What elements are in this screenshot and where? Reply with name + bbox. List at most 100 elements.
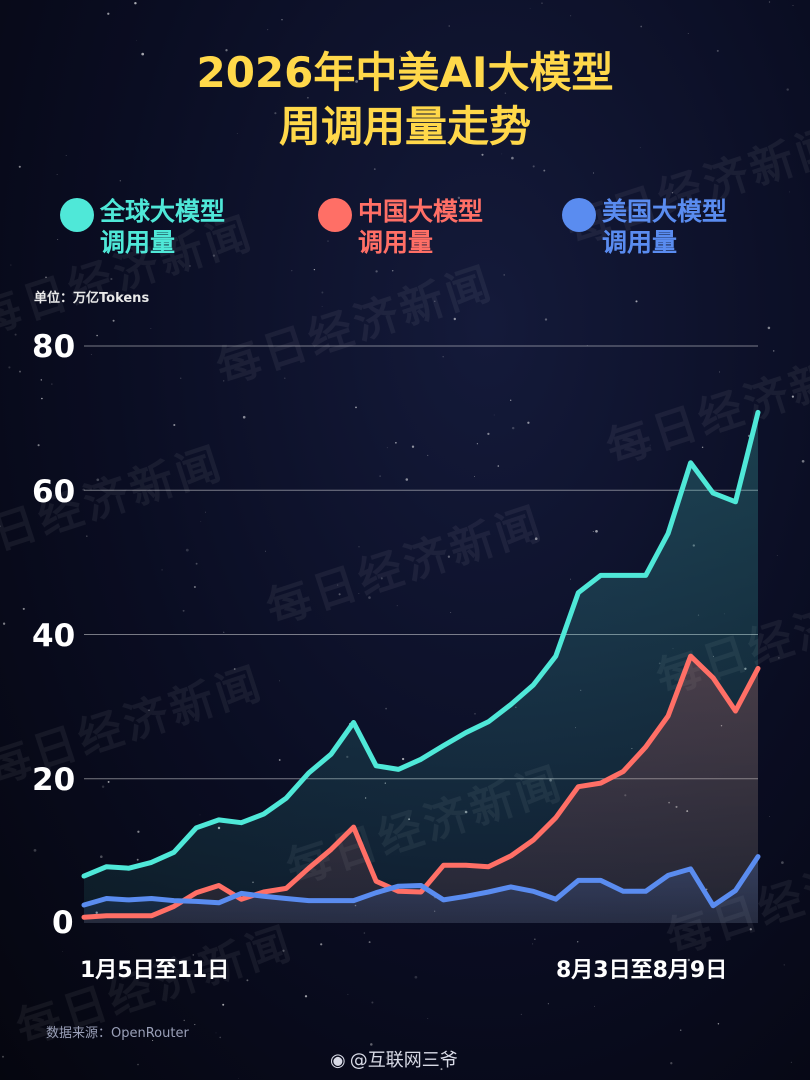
title-line-2: 周调用量走势 (278, 102, 531, 151)
y-tick-label: 0 (52, 905, 74, 941)
legend-item-china: 中国大模型 调用量 (318, 196, 508, 258)
star (173, 423, 176, 427)
star (62, 951, 63, 952)
legend-label-line: 全球大模型 (100, 197, 226, 226)
star (511, 426, 515, 430)
star (194, 1024, 196, 1026)
star (33, 849, 37, 852)
legend-label-line: 中国大模型 (358, 197, 484, 226)
star (520, 1013, 522, 1015)
star (401, 757, 405, 761)
series-line-global (81, 409, 761, 879)
star (136, 40, 137, 41)
star (313, 268, 316, 271)
star (107, 12, 110, 15)
star (544, 318, 548, 321)
star (769, 816, 771, 818)
star (640, 25, 643, 28)
x-first-label: 1月5日至11日 (80, 958, 230, 983)
star (368, 941, 371, 944)
star (396, 605, 398, 607)
legend-label-line: 调用量 (358, 228, 434, 257)
star (527, 421, 530, 424)
star (281, 19, 283, 21)
star (772, 350, 775, 352)
star (222, 1003, 225, 1006)
star (223, 631, 225, 633)
star (679, 1029, 682, 1031)
star (279, 680, 280, 682)
star (776, 555, 778, 556)
star (701, 446, 704, 449)
star (474, 476, 475, 477)
star (791, 395, 794, 398)
star (447, 555, 451, 558)
star (497, 465, 500, 467)
star (368, 596, 371, 599)
star (501, 153, 503, 155)
star (448, 25, 450, 27)
star (321, 306, 323, 307)
star (532, 165, 535, 168)
legend-label-global: 全球大模型 调用量 (100, 196, 250, 258)
star (150, 328, 152, 329)
star (421, 240, 423, 242)
star (595, 529, 598, 533)
star (476, 443, 479, 445)
star (307, 96, 309, 99)
star (355, 406, 357, 409)
star (320, 943, 323, 946)
star (358, 546, 360, 548)
star (321, 291, 324, 294)
star (90, 353, 92, 355)
star (370, 1043, 373, 1046)
y-tick-label: 60 (32, 474, 76, 510)
star (347, 72, 349, 74)
star (219, 1036, 221, 1039)
star (119, 180, 121, 182)
star (10, 264, 12, 266)
star (442, 356, 444, 358)
star (57, 239, 59, 240)
star (137, 830, 140, 833)
star (570, 578, 572, 580)
star (781, 861, 784, 864)
unit-label: 单位：万亿Tokens (34, 291, 150, 306)
star (56, 174, 58, 175)
star (529, 7, 531, 9)
star (304, 995, 308, 998)
star (541, 2, 543, 4)
star (200, 521, 202, 522)
star (195, 562, 198, 565)
star (768, 1, 771, 3)
star (182, 609, 185, 612)
star (291, 270, 293, 272)
star (592, 530, 594, 533)
star (511, 156, 514, 160)
star (481, 153, 484, 156)
star (434, 300, 436, 302)
star (236, 133, 238, 134)
star (51, 383, 53, 385)
star (534, 537, 538, 540)
star (487, 432, 490, 436)
star (457, 196, 461, 200)
star (532, 943, 534, 945)
star (8, 366, 11, 369)
y-tick-label: 80 (32, 329, 76, 365)
star (189, 265, 191, 267)
star (427, 1018, 429, 1019)
star (282, 949, 285, 952)
star (110, 277, 113, 281)
star (338, 123, 341, 126)
star (65, 154, 67, 156)
star (327, 240, 329, 242)
legend-item-global: 全球大模型 调用量 (60, 196, 250, 258)
x-last-label: 8月3日至8月9日 (556, 958, 728, 983)
star (385, 707, 387, 710)
star (474, 712, 476, 715)
star (101, 785, 105, 789)
star (96, 334, 98, 337)
star (41, 397, 43, 400)
